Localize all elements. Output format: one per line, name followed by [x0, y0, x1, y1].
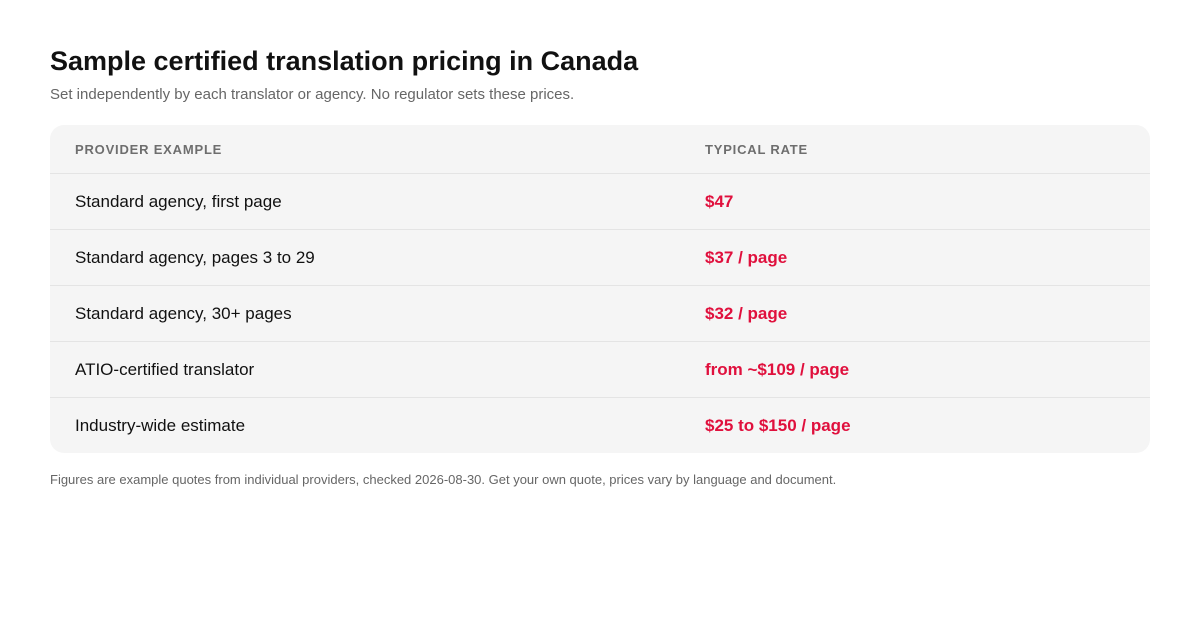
table-row: ATIO-certified translator from ~$109 / p…	[50, 341, 1150, 397]
column-header-provider: PROVIDER EXAMPLE	[75, 141, 223, 157]
rate-cell: $37 / page	[705, 247, 788, 267]
page-title: Sample certified translation pricing in …	[50, 46, 639, 76]
rate-cell: $47	[705, 191, 734, 211]
table-row: Standard agency, first page $47	[50, 173, 1150, 229]
table-row: Industry-wide estimate $25 to $150 / pag…	[50, 397, 1150, 453]
column-header-rate: TYPICAL RATE	[705, 141, 809, 157]
provider-cell: Industry-wide estimate	[75, 415, 246, 435]
rate-cell: $32 / page	[705, 303, 788, 323]
page-subtitle: Set independently by each translator or …	[50, 86, 575, 103]
rate-cell: $25 to $150 / page	[705, 415, 851, 435]
pricing-section: Sample certified translation pricing in …	[50, 44, 1150, 489]
provider-cell: Standard agency, first page	[75, 191, 282, 211]
provider-cell: Standard agency, 30+ pages	[75, 303, 292, 323]
table-header-row: PROVIDER EXAMPLE TYPICAL RATE	[50, 125, 1150, 173]
table-row: Standard agency, pages 3 to 29 $37 / pag…	[50, 229, 1150, 285]
provider-cell: Standard agency, pages 3 to 29	[75, 247, 315, 267]
rate-cell: from ~$109 / page	[705, 359, 850, 379]
pricing-table: PROVIDER EXAMPLE TYPICAL RATE Standard a…	[50, 125, 1150, 453]
provider-cell: ATIO-certified translator	[75, 359, 255, 379]
footnote: Figures are example quotes from individu…	[50, 472, 837, 487]
table-row: Standard agency, 30+ pages $32 / page	[50, 285, 1150, 341]
